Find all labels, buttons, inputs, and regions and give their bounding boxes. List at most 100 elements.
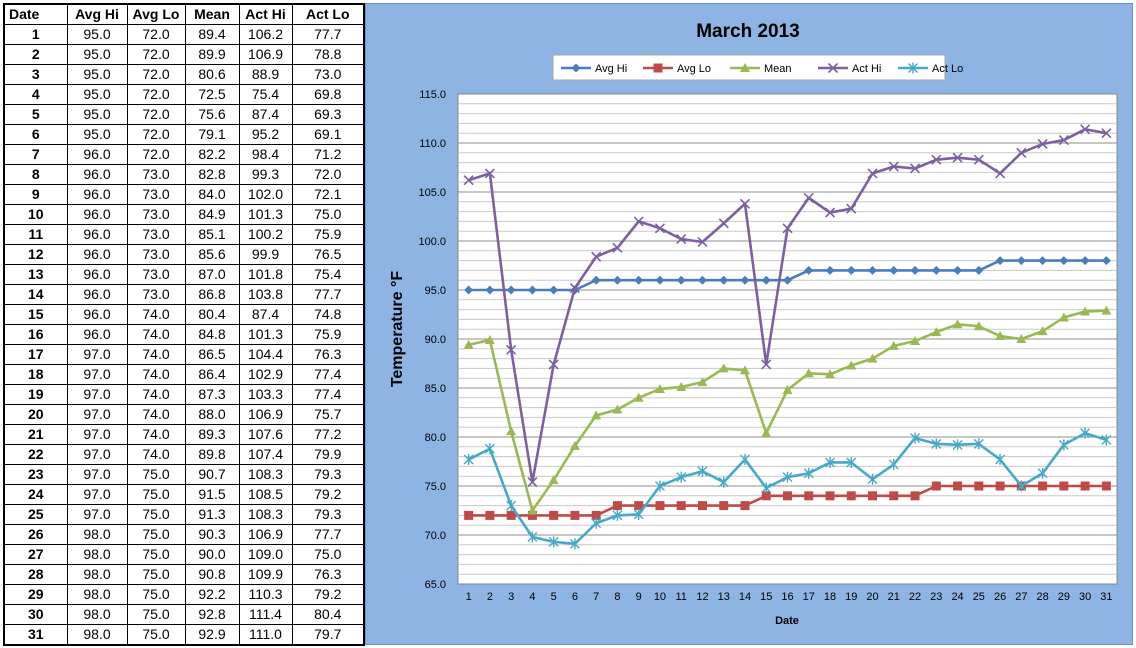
data-point-mean (484, 334, 495, 344)
cell-mean: 72.5 (184, 84, 240, 105)
cell-act-hi: 106.9 (238, 524, 293, 545)
cell-act-hi: 108.5 (238, 484, 293, 505)
data-point-avg-lo (676, 501, 686, 511)
cell-act-lo: 78.8 (291, 44, 365, 65)
cell-avg-hi: 97.0 (66, 464, 128, 485)
data-point-act-hi (867, 168, 878, 179)
cell-act-hi: 111.4 (238, 604, 293, 625)
y-tick-label: 70.0 (425, 530, 446, 542)
table-row: 14 96.0 73.0 86.8 103.8 77.7 (3, 284, 365, 305)
data-point-mean (803, 368, 814, 378)
x-axis-label: Date (775, 615, 799, 627)
data-point-avg-lo (889, 491, 899, 501)
data-point-mean (633, 392, 644, 402)
cell-avg-hi: 97.0 (66, 384, 128, 405)
cell-mean: 86.4 (184, 364, 240, 385)
cell-act-lo: 79.2 (291, 484, 365, 505)
data-point-mean (1080, 306, 1091, 316)
cell-avg-lo: 72.0 (126, 24, 186, 45)
data-point-mean (654, 383, 665, 393)
cell-avg-lo: 73.0 (126, 204, 186, 225)
table-row: 19 97.0 74.0 87.3 103.3 77.4 (3, 384, 365, 405)
cell-avg-lo: 73.0 (126, 284, 186, 305)
cell-date: 10 (3, 204, 68, 225)
data-point-mean (867, 353, 878, 363)
cell-act-lo: 69.3 (291, 104, 365, 125)
data-point-mean (506, 426, 517, 436)
data-point-act-hi (803, 192, 814, 203)
cell-act-hi: 100.2 (238, 224, 293, 245)
cell-avg-lo: 75.0 (126, 544, 186, 565)
data-point-avg-hi (719, 275, 729, 285)
data-point-avg-hi (740, 275, 750, 285)
series-avg-lo (464, 481, 1111, 520)
data-point-avg-lo (910, 491, 920, 501)
cell-act-hi: 102.9 (238, 364, 293, 385)
data-point-act-lo (718, 476, 729, 488)
data-point-mean (569, 440, 580, 450)
data-point-act-hi (782, 223, 793, 234)
cell-avg-hi: 98.0 (66, 544, 128, 565)
cell-act-lo: 77.7 (291, 524, 365, 545)
cell-avg-hi: 95.0 (66, 24, 128, 45)
data-point-mean (973, 321, 984, 331)
series-mean (463, 305, 1112, 515)
cell-act-hi: 106.2 (238, 24, 293, 45)
cell-act-lo: 77.4 (291, 364, 365, 385)
data-point-mean (825, 369, 836, 379)
data-point-act-hi (888, 161, 899, 172)
cell-avg-lo: 74.0 (126, 364, 186, 385)
cell-avg-lo: 75.0 (126, 584, 186, 605)
legend: Avg Hi Avg Lo Mean Act Hi Act Lo (561, 62, 963, 75)
x-tick-label: 25 (973, 591, 985, 603)
chart-panel: March 2013 Date Temperature °F 65.0 70.0 7… (365, 3, 1133, 645)
x-tick-label: 19 (845, 591, 857, 603)
data-point-act-lo (463, 454, 474, 466)
legend-marker (827, 62, 839, 74)
data-point-act-hi (633, 216, 644, 227)
legend-label: Mean (764, 63, 792, 75)
cell-date: 27 (3, 544, 68, 565)
cell-act-lo: 69.8 (291, 84, 365, 105)
cell-mean: 89.3 (184, 424, 240, 445)
cell-avg-lo: 72.0 (126, 144, 186, 165)
data-point-act-lo (676, 471, 687, 483)
cell-act-hi: 106.9 (238, 404, 293, 425)
x-tick-label: 16 (781, 591, 793, 603)
data-point-mean (676, 382, 687, 392)
x-tick-label: 1 (466, 591, 472, 603)
cell-avg-lo: 73.0 (126, 184, 186, 205)
table-row: 16 96.0 74.0 84.8 101.3 75.9 (3, 324, 365, 345)
x-tick-label: 10 (654, 591, 666, 603)
data-point-avg-hi (676, 275, 686, 285)
cell-avg-lo: 73.0 (126, 164, 186, 185)
cell-date: 17 (3, 344, 68, 365)
cell-avg-lo: 73.0 (126, 264, 186, 285)
cell-avg-lo: 72.0 (126, 124, 186, 145)
data-point-act-hi (931, 154, 942, 165)
cell-mean: 85.1 (184, 224, 240, 245)
cell-mean: 92.2 (184, 584, 240, 605)
cell-avg-hi: 95.0 (66, 44, 128, 65)
data-point-act-hi (824, 207, 836, 218)
cell-avg-hi: 95.0 (66, 64, 128, 85)
cell-mean: 80.4 (184, 304, 240, 325)
data-point-act-hi (739, 198, 751, 209)
cell-act-hi: 108.3 (238, 504, 293, 525)
x-tick-label: 28 (1036, 591, 1048, 603)
cell-act-hi: 101.3 (238, 204, 293, 225)
table-row: 29 98.0 75.0 92.2 110.3 79.2 (3, 584, 365, 605)
data-point-act-lo (506, 500, 517, 512)
x-tick-label: 13 (718, 591, 730, 603)
cell-avg-lo: 73.0 (126, 244, 186, 265)
cell-act-lo: 72.1 (291, 184, 365, 205)
table-header-row: Date Avg Hi Avg Lo Mean Act Hi Act Lo (3, 3, 365, 25)
legend-item-mean: Mean (730, 63, 792, 75)
cell-act-lo: 77.7 (291, 24, 365, 45)
cell-mean: 91.5 (184, 484, 240, 505)
data-point-avg-hi (527, 285, 537, 295)
cell-act-hi: 109.9 (238, 564, 293, 585)
cell-mean: 89.9 (184, 44, 240, 65)
data-point-avg-lo (974, 481, 984, 491)
data-point-act-lo (846, 456, 857, 468)
